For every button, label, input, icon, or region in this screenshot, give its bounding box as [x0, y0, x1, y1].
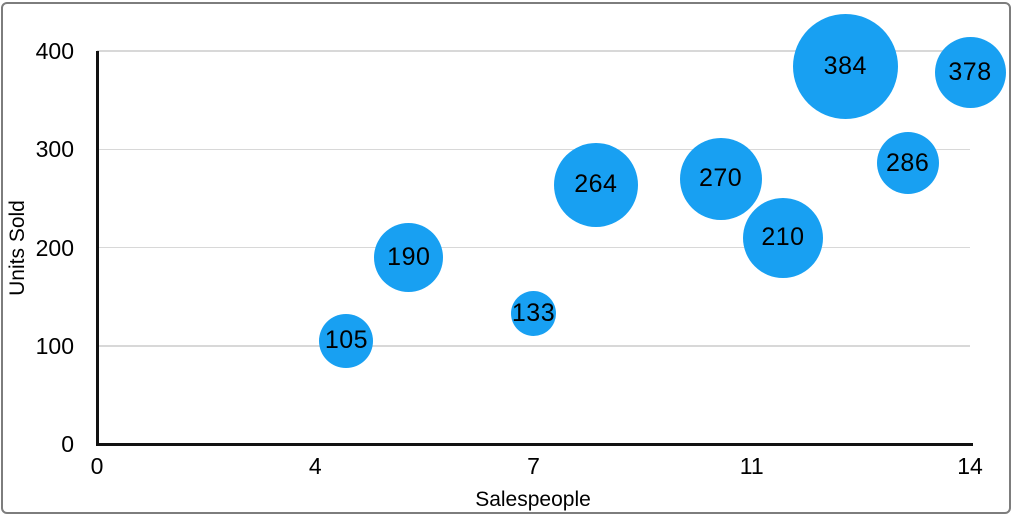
x-tick-label-14: 14 [957, 453, 983, 479]
bubble-210: 210 [742, 197, 823, 278]
bubble-value-label: 270 [698, 164, 743, 193]
bubble-value-label: 378 [948, 58, 992, 87]
gridline-y-400 [97, 50, 970, 52]
y-tick-label-300: 300 [35, 136, 74, 163]
x-tick-label-0: 0 [90, 453, 104, 479]
bubble-270: 270 [679, 137, 762, 220]
x-axis-title: Salespeople [475, 488, 591, 511]
x-axis-line [96, 443, 973, 446]
y-tick-label-400: 400 [35, 38, 74, 64]
bubble-value-label: 105 [324, 326, 369, 355]
bubble-value-label: 264 [574, 170, 618, 199]
bubble-190: 190 [374, 222, 444, 292]
bubble-value-label: 133 [511, 298, 556, 327]
bubble-384: 384 [792, 14, 898, 120]
bubble-378: 378 [934, 37, 1006, 109]
x-tick-label-11: 11 [739, 453, 764, 479]
y-tick-label-0: 0 [61, 431, 74, 457]
bubble-value-label: 384 [823, 52, 867, 81]
bubble-133: 133 [511, 290, 556, 336]
gridline-y-200 [97, 246, 970, 249]
y-axis-line [96, 51, 99, 444]
bubble-264: 264 [553, 142, 638, 227]
bubble-105: 105 [319, 313, 374, 368]
y-tick-label-200: 200 [35, 234, 74, 261]
x-tick-label-4: 4 [308, 453, 322, 479]
gridline-y-300 [97, 148, 970, 150]
x-tick-label-7: 7 [527, 453, 540, 479]
bubble-value-label: 286 [886, 148, 930, 177]
bubble-value-label: 190 [387, 242, 431, 271]
y-tick-label-100: 100 [35, 332, 74, 359]
bubble-value-label: 210 [761, 223, 805, 252]
bubble-286: 286 [876, 132, 939, 194]
gridline-y-100 [97, 345, 970, 347]
